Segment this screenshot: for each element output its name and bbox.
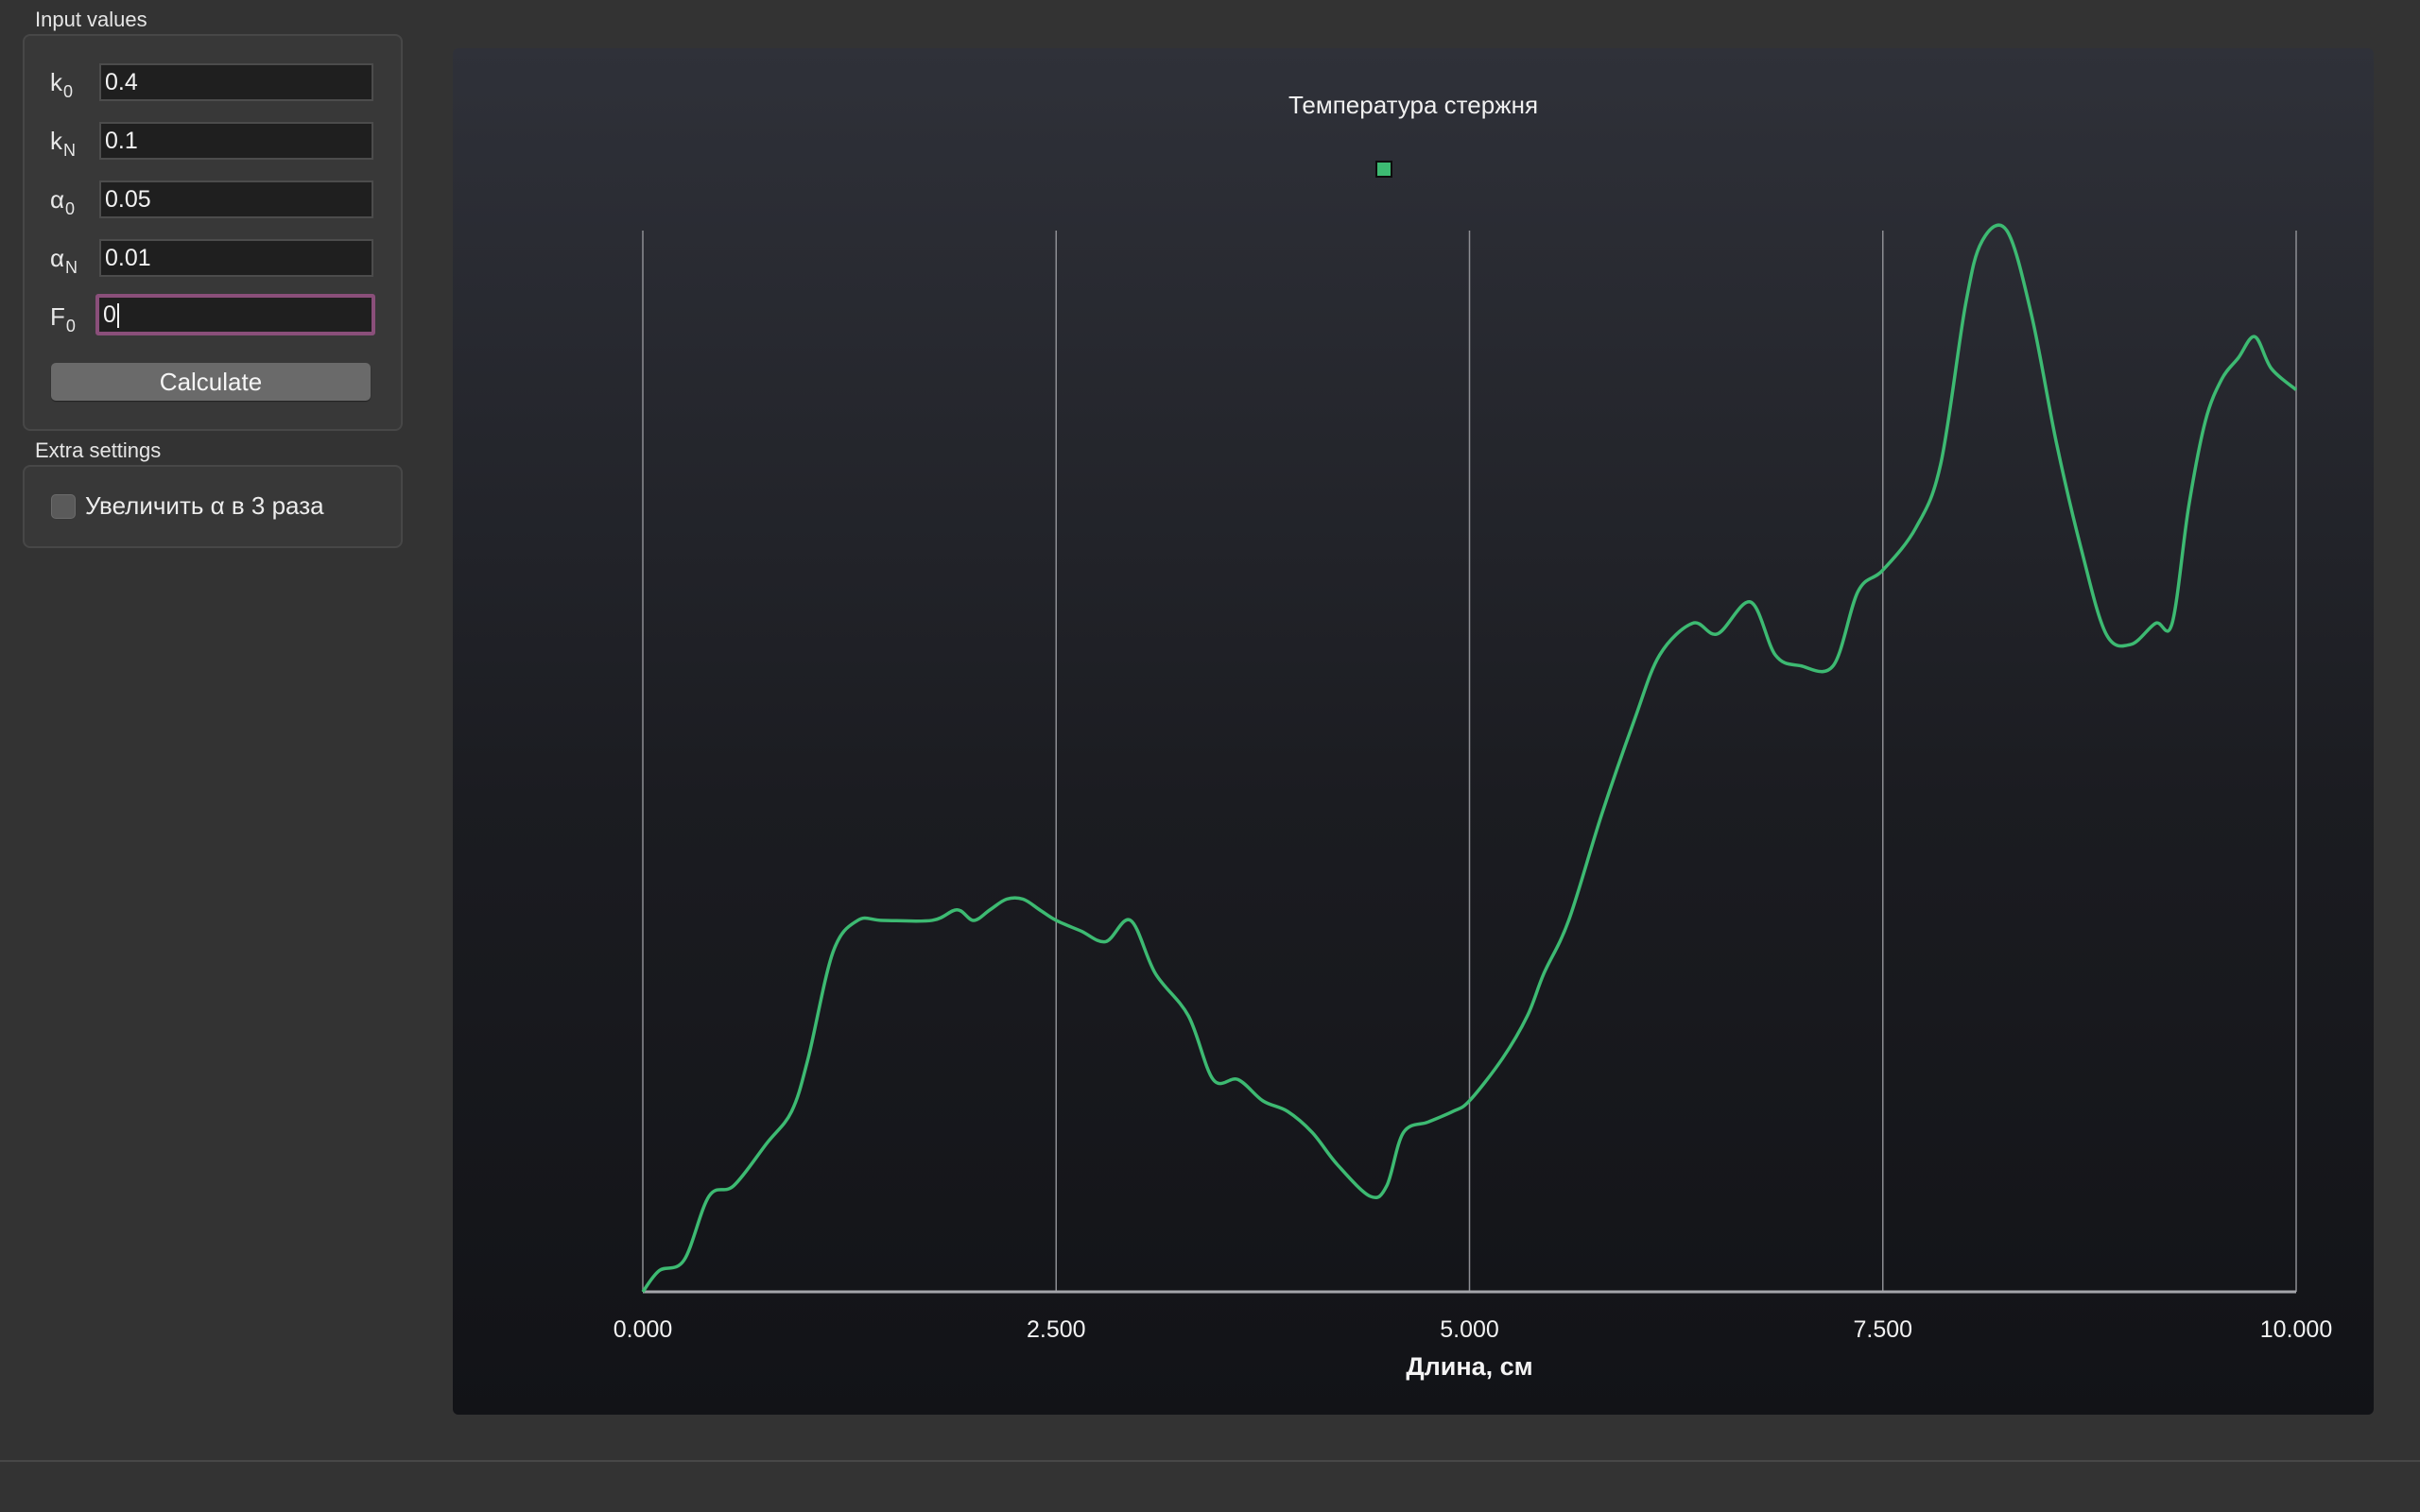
x-axis-label: Длина, см	[1406, 1352, 1532, 1381]
x-tick-label: 10.000	[2260, 1316, 2332, 1343]
alphan-input[interactable]: 0.01	[99, 239, 373, 277]
calculate-button[interactable]: Calculate	[51, 363, 371, 401]
x-tick-label: 0.000	[614, 1316, 673, 1343]
x-tick-labels: 0.000 2.500 5.000 7.500 10.000	[614, 1316, 2333, 1343]
status-bar-divider	[0, 1460, 2420, 1462]
k0-input[interactable]: 0.4	[99, 63, 373, 101]
grid-lines	[643, 231, 2296, 1292]
x-tick-label: 7.500	[1853, 1316, 1912, 1343]
text-cursor	[117, 303, 119, 328]
temperature-chart: Температура стержня 0.000 2.500 5.000 7.500…	[453, 48, 2374, 1415]
x-tick-label: 2.500	[1027, 1316, 1086, 1343]
chart-title: Температура стержня	[1288, 91, 1538, 119]
extra-settings-title: Extra settings	[35, 438, 161, 463]
f0-label: F0	[50, 298, 97, 335]
legend-marker	[1376, 162, 1392, 177]
increase-alpha-checkbox[interactable]	[51, 494, 76, 519]
increase-alpha-label[interactable]: Увеличить α в 3 раза	[85, 490, 324, 522]
chart-panel: Температура стержня 0.000 2.500 5.000 7.500…	[453, 48, 2374, 1415]
x-tick-label: 5.000	[1440, 1316, 1499, 1343]
alpha0-label: α0	[50, 180, 97, 218]
alphan-label: αN	[50, 239, 97, 277]
k0-label: k0	[50, 63, 97, 101]
f0-input-value: 0	[103, 301, 116, 328]
kn-label: kN	[50, 122, 97, 160]
alpha0-input[interactable]: 0.05	[99, 180, 373, 218]
input-values-title: Input values	[35, 8, 147, 32]
f0-input[interactable]: 0	[95, 294, 375, 335]
kn-input[interactable]: 0.1	[99, 122, 373, 160]
